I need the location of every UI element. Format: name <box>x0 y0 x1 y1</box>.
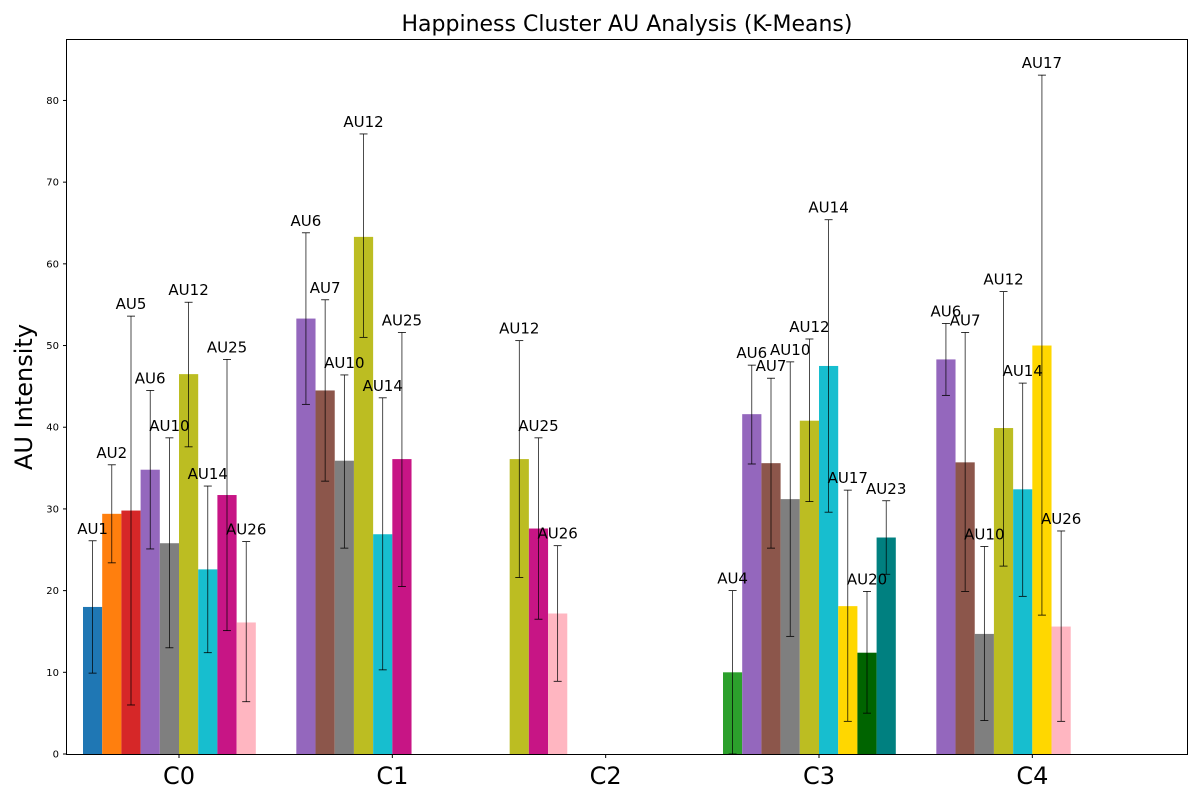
bar-C2-AU12 <box>509 459 529 754</box>
bar-C0-AU14 <box>198 569 218 754</box>
bar-label-C3-AU23: AU23 <box>866 480 906 498</box>
bar-label-C4-AU26: AU26 <box>1041 510 1081 528</box>
x-axis: C0 C1 C2 C3 C4 <box>163 754 1048 790</box>
bar-C0-AU10 <box>159 543 179 754</box>
bar-label-C1-AU12: AU12 <box>343 113 383 131</box>
bar-C3-AU6 <box>742 414 762 754</box>
y-tick-label-70: 70 <box>46 178 59 189</box>
x-tick-label-C3: C3 <box>803 762 835 790</box>
y-tick-label-50: 50 <box>46 341 59 352</box>
bar-label-C1-AU25: AU25 <box>382 311 422 329</box>
bars-layer <box>83 236 1071 754</box>
bar-label-C4-AU6: AU6 <box>931 302 962 320</box>
error-bars-layer <box>88 74 1066 755</box>
bar-label-C0-AU10: AU10 <box>149 417 189 435</box>
bar-label-C1-AU7: AU7 <box>310 279 341 297</box>
y-tick-label-80: 80 <box>46 96 59 107</box>
bar-C0-AU12 <box>179 374 199 754</box>
bar-C3-AU12 <box>799 420 819 754</box>
bar-label-C3-AU17: AU17 <box>828 469 868 487</box>
y-tick-label-30: 30 <box>46 504 59 515</box>
y-tick-label-0: 0 <box>53 750 59 761</box>
bar-label-C2-AU26: AU26 <box>538 525 578 543</box>
bar-C1-AU7 <box>315 390 335 754</box>
bar-label-C4-AU7: AU7 <box>950 311 981 329</box>
bar-C1-AU10 <box>334 460 354 754</box>
x-tick-label-C0: C0 <box>163 762 195 790</box>
bar-label-C0-AU5: AU5 <box>116 295 147 313</box>
bar-C3-AU14 <box>819 365 839 754</box>
bar-label-C3-AU7: AU7 <box>756 357 787 375</box>
bar-C1-AU25 <box>392 459 412 754</box>
y-axis-title: AU Intensity <box>10 324 38 470</box>
bar-label-C3-AU4: AU4 <box>717 570 748 588</box>
bar-C3-AU23 <box>876 537 896 754</box>
bar-label-C3-AU14: AU14 <box>808 199 848 217</box>
bar-labels-layer: AU1AU2AU5AU6AU10AU12AU14AU25AU26AU6AU7AU… <box>77 54 1081 588</box>
bar-label-C4-AU12: AU12 <box>983 271 1023 289</box>
bar-label-C1-AU6: AU6 <box>291 212 322 230</box>
bar-C4-AU12 <box>993 428 1014 754</box>
x-tick-label-C4: C4 <box>1016 762 1048 790</box>
y-tick-label-60: 60 <box>46 259 59 270</box>
y-tick-label-20: 20 <box>46 586 59 597</box>
bar-label-C1-AU14: AU14 <box>363 377 403 395</box>
chart-title: Happiness Cluster AU Analysis (K-Means) <box>402 12 853 37</box>
bar-C2-AU26 <box>548 613 568 754</box>
bar-C2-AU25 <box>528 528 549 754</box>
bar-label-C3-AU12: AU12 <box>789 318 829 336</box>
bar-C4-AU6 <box>936 359 956 754</box>
bar-label-C0-AU26: AU26 <box>226 521 266 539</box>
y-tick-label-10: 10 <box>46 668 59 679</box>
bar-label-C0-AU1: AU1 <box>77 520 108 538</box>
bar-label-C4-AU14: AU14 <box>1003 362 1043 380</box>
bar-label-C3-AU6: AU6 <box>736 344 767 362</box>
bar-label-C4-AU10: AU10 <box>964 525 1004 543</box>
bar-label-C0-AU25: AU25 <box>207 338 247 356</box>
bar-C3-AU7 <box>761 463 781 754</box>
bar-C0-AU1 <box>83 606 103 754</box>
bar-label-C2-AU25: AU25 <box>518 417 558 435</box>
bar-C4-AU14 <box>1013 489 1033 754</box>
bar-C1-AU6 <box>296 318 316 754</box>
bar-label-C4-AU17: AU17 <box>1022 54 1062 72</box>
bar-label-C1-AU10: AU10 <box>324 354 364 372</box>
bar-C4-AU7 <box>955 462 975 754</box>
bar-label-C2-AU12: AU12 <box>499 320 539 338</box>
bar-C0-AU2 <box>102 513 122 754</box>
bar-C1-AU12 <box>353 236 374 754</box>
bar-label-C0-AU6: AU6 <box>135 369 166 387</box>
y-axis: 0 10 20 30 40 50 60 70 80 <box>46 96 67 761</box>
bar-label-C0-AU14: AU14 <box>188 465 228 483</box>
bar-label-C0-AU2: AU2 <box>96 444 127 462</box>
x-tick-label-C2: C2 <box>590 762 622 790</box>
plot-frame <box>66 39 1188 755</box>
bar-label-C3-AU20: AU20 <box>847 570 887 588</box>
y-tick-label-40: 40 <box>46 423 59 434</box>
bar-C0-AU6 <box>140 469 160 754</box>
x-tick-label-C1: C1 <box>376 762 408 790</box>
bar-label-C3-AU10: AU10 <box>770 341 810 359</box>
bar-label-C0-AU12: AU12 <box>168 281 208 299</box>
